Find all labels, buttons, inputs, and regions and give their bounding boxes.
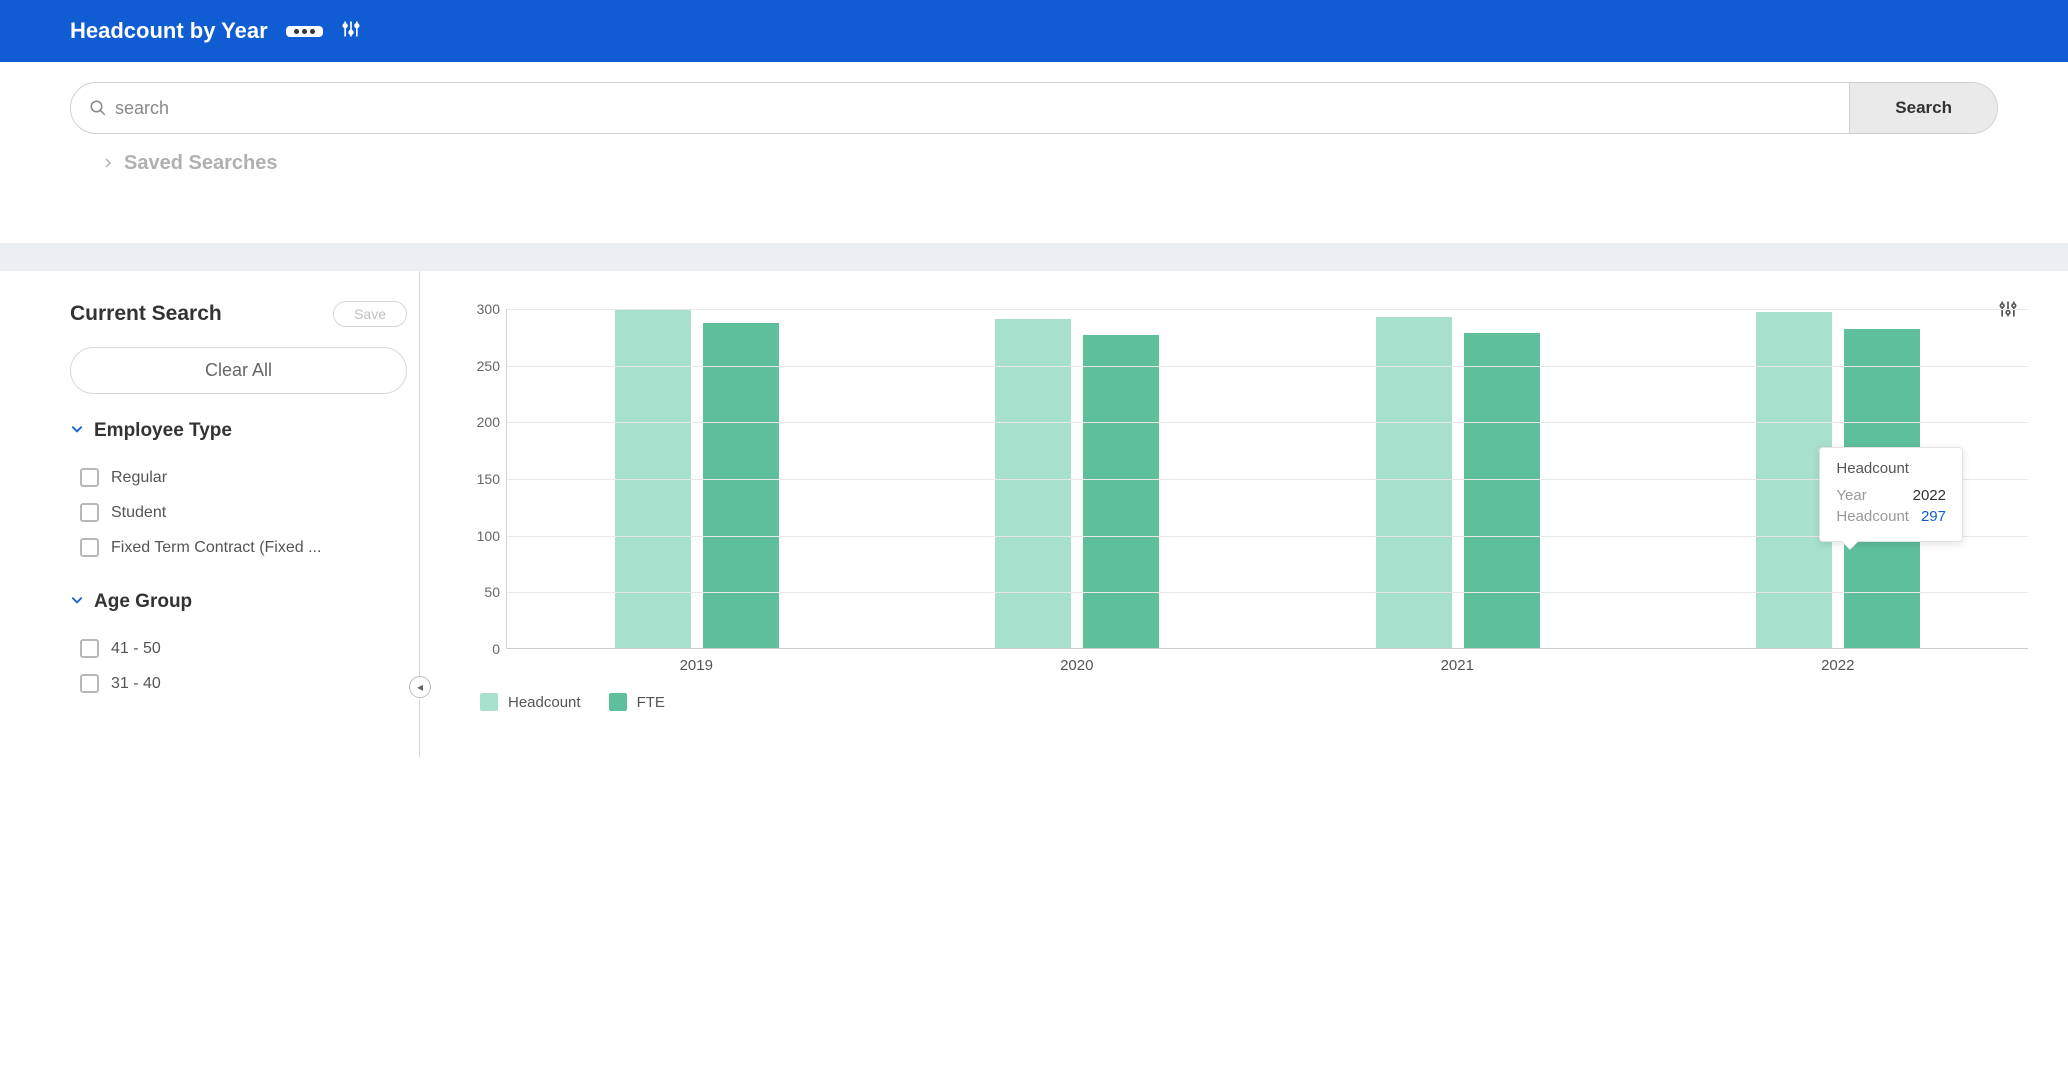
filter-option[interactable]: Regular bbox=[70, 460, 407, 495]
tooltip-value: 297 bbox=[1921, 508, 1946, 525]
gridline bbox=[507, 479, 2028, 480]
sidebar-title: Current Search bbox=[70, 302, 222, 326]
page-title: Headcount by Year bbox=[70, 18, 268, 44]
y-tick-label: 200 bbox=[477, 414, 500, 430]
chevron-right-icon bbox=[102, 152, 114, 175]
y-tick-label: 0 bbox=[492, 641, 500, 657]
sidebar-header: Current Search Save bbox=[70, 301, 407, 327]
filter-title: Employee Type bbox=[94, 420, 232, 442]
filter-option-label: 31 - 40 bbox=[111, 675, 161, 693]
chevron-down-icon bbox=[70, 593, 84, 612]
filter-option-label: Regular bbox=[111, 469, 167, 487]
gridline bbox=[507, 309, 2028, 310]
chevron-down-icon bbox=[70, 422, 84, 441]
legend-item[interactable]: Headcount bbox=[480, 693, 581, 711]
gridline bbox=[507, 592, 2028, 593]
tooltip-value: 2022 bbox=[1913, 487, 1946, 504]
search-icon bbox=[71, 99, 115, 117]
clear-all-button[interactable]: Clear All bbox=[70, 347, 407, 394]
filter-option[interactable]: Fixed Term Contract (Fixed ... bbox=[70, 530, 407, 565]
save-search-button[interactable]: Save bbox=[333, 301, 407, 327]
tooltip-title: Headcount bbox=[1836, 460, 1946, 477]
filter-header[interactable]: Age Group bbox=[70, 591, 407, 613]
filter-option-label: Student bbox=[111, 504, 166, 522]
y-tick-label: 250 bbox=[477, 358, 500, 374]
bar-headcount[interactable] bbox=[1376, 317, 1452, 649]
legend-item[interactable]: FTE bbox=[609, 693, 665, 711]
search-bar: Search bbox=[70, 82, 1998, 134]
bar-chart[interactable]: 050100150200250300 2019202020212022 Head… bbox=[460, 309, 2028, 679]
filter-option[interactable]: Student bbox=[70, 495, 407, 530]
gridline bbox=[507, 422, 2028, 423]
bar-fte[interactable] bbox=[703, 323, 779, 649]
checkbox[interactable] bbox=[80, 503, 99, 522]
filter-title: Age Group bbox=[94, 591, 192, 613]
checkbox[interactable] bbox=[80, 639, 99, 658]
legend-swatch bbox=[480, 693, 498, 711]
y-axis: 050100150200250300 bbox=[460, 309, 506, 649]
tooltip-row: Year 2022 bbox=[1836, 487, 1946, 504]
filter-sidebar: Current Search Save Clear All Employee T… bbox=[70, 271, 420, 757]
more-options-button[interactable] bbox=[286, 26, 323, 37]
search-button[interactable]: Search bbox=[1849, 83, 1997, 133]
filter-header[interactable]: Employee Type bbox=[70, 420, 407, 442]
settings-sliders-icon[interactable] bbox=[341, 19, 361, 44]
search-input[interactable] bbox=[115, 98, 1849, 119]
section-divider bbox=[0, 243, 2068, 271]
y-tick-label: 150 bbox=[477, 471, 500, 487]
filter-group: Employee Type Regular Student Fixed Term… bbox=[70, 420, 407, 565]
gridline bbox=[507, 366, 2028, 367]
y-tick-label: 300 bbox=[477, 301, 500, 317]
filter-option[interactable]: 41 - 50 bbox=[70, 631, 407, 666]
bar-headcount[interactable] bbox=[995, 319, 1071, 649]
legend-label: Headcount bbox=[508, 694, 581, 711]
tooltip-row: Headcount 297 bbox=[1836, 508, 1946, 525]
x-tick-label: 2022 bbox=[1648, 649, 2029, 679]
filter-option-label: 41 - 50 bbox=[111, 640, 161, 658]
legend-swatch bbox=[609, 693, 627, 711]
checkbox[interactable] bbox=[80, 674, 99, 693]
x-tick-label: 2021 bbox=[1267, 649, 1648, 679]
x-tick-label: 2020 bbox=[887, 649, 1268, 679]
bar-fte[interactable] bbox=[1464, 333, 1540, 649]
x-axis: 2019202020212022 bbox=[506, 649, 2028, 679]
chart-tooltip: Headcount Year 2022Headcount 297 bbox=[1819, 447, 1963, 542]
ellipsis-icon bbox=[294, 29, 315, 34]
chart-region: 050100150200250300 2019202020212022 Head… bbox=[420, 271, 2068, 757]
legend-label: FTE bbox=[637, 694, 665, 711]
filter-option-label: Fixed Term Contract (Fixed ... bbox=[111, 539, 321, 557]
checkbox[interactable] bbox=[80, 538, 99, 557]
chart-legend: Headcount FTE bbox=[460, 693, 2028, 711]
tooltip-label: Year bbox=[1836, 487, 1866, 504]
page-header: Headcount by Year bbox=[0, 0, 2068, 62]
filter-group: Age Group 41 - 50 31 - 40 bbox=[70, 591, 407, 701]
bar-fte[interactable] bbox=[1083, 335, 1159, 649]
checkbox[interactable] bbox=[80, 468, 99, 487]
tooltip-label: Headcount bbox=[1836, 508, 1909, 525]
gridline bbox=[507, 536, 2028, 537]
chart-plot-area bbox=[506, 309, 2028, 649]
saved-searches-toggle[interactable]: Saved Searches bbox=[70, 134, 1998, 193]
y-tick-label: 100 bbox=[477, 528, 500, 544]
search-area: Search Saved Searches bbox=[0, 62, 2068, 203]
y-tick-label: 50 bbox=[484, 584, 500, 600]
main-content: Current Search Save Clear All Employee T… bbox=[0, 271, 2068, 757]
saved-searches-label: Saved Searches bbox=[124, 152, 277, 175]
x-tick-label: 2019 bbox=[506, 649, 887, 679]
filter-option[interactable]: 31 - 40 bbox=[70, 666, 407, 701]
